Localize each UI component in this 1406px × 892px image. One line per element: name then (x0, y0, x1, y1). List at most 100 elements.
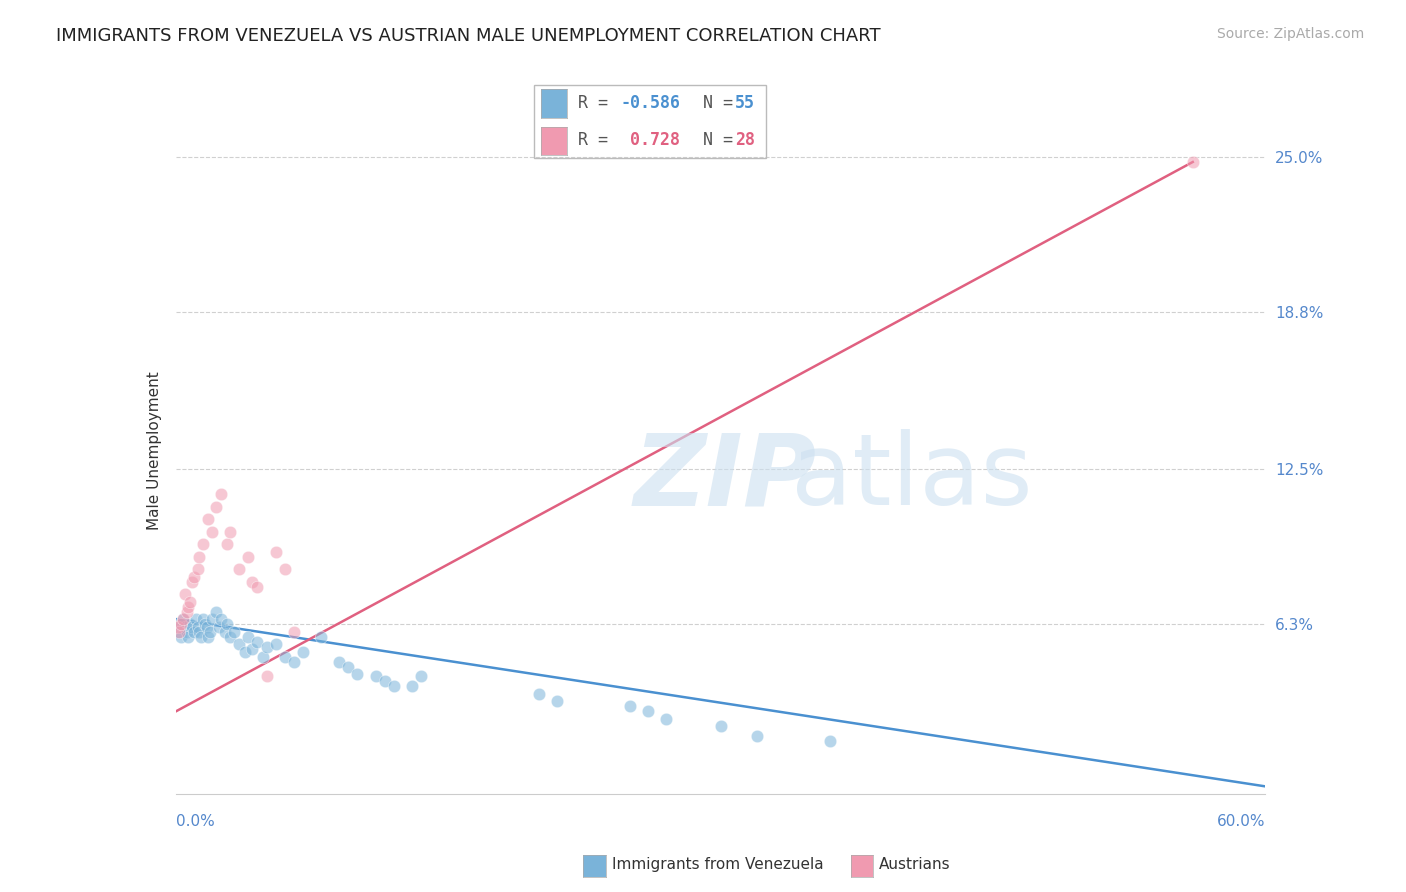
Text: 0.0%: 0.0% (176, 814, 215, 829)
Point (215, 617, 238, 632)
Point (246, 580, 269, 594)
Point (238, 549, 260, 564)
Point (197, 630, 219, 644)
Point (309, 630, 332, 644)
Point (527, 687, 550, 701)
Text: IMMIGRANTS FROM VENEZUELA VS AUSTRIAN MALE UNEMPLOYMENT CORRELATION CHART: IMMIGRANTS FROM VENEZUELA VS AUSTRIAN MA… (56, 27, 882, 45)
Point (219, 524, 242, 539)
Point (169, 624, 191, 639)
Point (710, 719, 733, 733)
Text: 0.728: 0.728 (620, 131, 681, 149)
Point (191, 537, 214, 551)
Point (214, 624, 236, 639)
Point (264, 637, 287, 651)
Point (170, 630, 193, 644)
Point (409, 669, 432, 683)
Text: 60.0%: 60.0% (1218, 814, 1265, 829)
Text: Immigrants from Venezuela: Immigrants from Venezuela (612, 857, 824, 871)
Point (238, 630, 260, 644)
Y-axis label: Male Unemployment: Male Unemployment (146, 371, 162, 530)
Point (181, 619, 204, 633)
Point (201, 612, 224, 626)
Point (745, 730, 768, 744)
Point (169, 617, 191, 632)
Point (274, 562, 297, 576)
Point (204, 605, 226, 619)
Point (219, 630, 242, 644)
Point (256, 640, 278, 654)
Point (188, 549, 211, 564)
Point (204, 500, 226, 514)
Text: R =: R = (578, 94, 617, 112)
Point (364, 669, 387, 683)
Point (209, 487, 232, 501)
Point (240, 574, 263, 589)
Point (222, 624, 245, 639)
Point (176, 624, 198, 639)
Point (374, 674, 396, 689)
Point (173, 619, 195, 633)
Text: ZIP: ZIP (633, 429, 817, 526)
Point (190, 630, 212, 644)
Point (274, 649, 297, 664)
Point (228, 637, 250, 651)
Point (191, 612, 214, 626)
Point (184, 612, 207, 626)
Text: atlas: atlas (792, 429, 1033, 526)
Text: N =: N = (683, 94, 744, 112)
Point (197, 512, 219, 526)
Point (252, 649, 274, 664)
Point (256, 669, 278, 683)
Text: -0.586: -0.586 (620, 94, 681, 112)
Point (382, 680, 405, 694)
Point (619, 699, 641, 714)
Point (179, 617, 201, 632)
Point (170, 617, 193, 632)
Point (328, 655, 350, 669)
Point (179, 594, 201, 608)
Point (172, 612, 194, 626)
Point (637, 705, 659, 719)
Point (172, 612, 194, 626)
Point (818, 734, 841, 748)
Point (181, 574, 204, 589)
Point (401, 680, 423, 694)
Text: 28: 28 (735, 131, 755, 149)
Point (166, 624, 188, 639)
Text: Austrians: Austrians (879, 857, 950, 871)
Point (166, 619, 188, 633)
Point (240, 642, 263, 657)
Point (215, 537, 238, 551)
Point (283, 655, 305, 669)
Point (337, 659, 360, 673)
Point (346, 667, 368, 681)
Point (283, 624, 305, 639)
Point (546, 694, 568, 708)
Point (209, 612, 232, 626)
Point (177, 599, 200, 614)
Point (246, 634, 269, 648)
Point (173, 587, 195, 601)
Point (183, 624, 205, 639)
Point (264, 544, 287, 558)
Point (186, 562, 209, 576)
Point (176, 605, 198, 619)
Point (201, 524, 224, 539)
Text: R =: R = (578, 131, 617, 149)
Point (183, 569, 205, 583)
Point (208, 619, 231, 633)
Point (177, 630, 200, 644)
Point (1181, 155, 1204, 169)
Point (291, 644, 314, 658)
Text: Source: ZipAtlas.com: Source: ZipAtlas.com (1216, 27, 1364, 41)
Text: N =: N = (683, 131, 744, 149)
Point (195, 619, 218, 633)
Point (233, 644, 256, 658)
Point (655, 712, 678, 726)
Text: 55: 55 (735, 94, 755, 112)
Point (200, 624, 222, 639)
Point (194, 617, 217, 632)
Point (188, 624, 211, 639)
Point (228, 562, 250, 576)
Point (186, 619, 209, 633)
